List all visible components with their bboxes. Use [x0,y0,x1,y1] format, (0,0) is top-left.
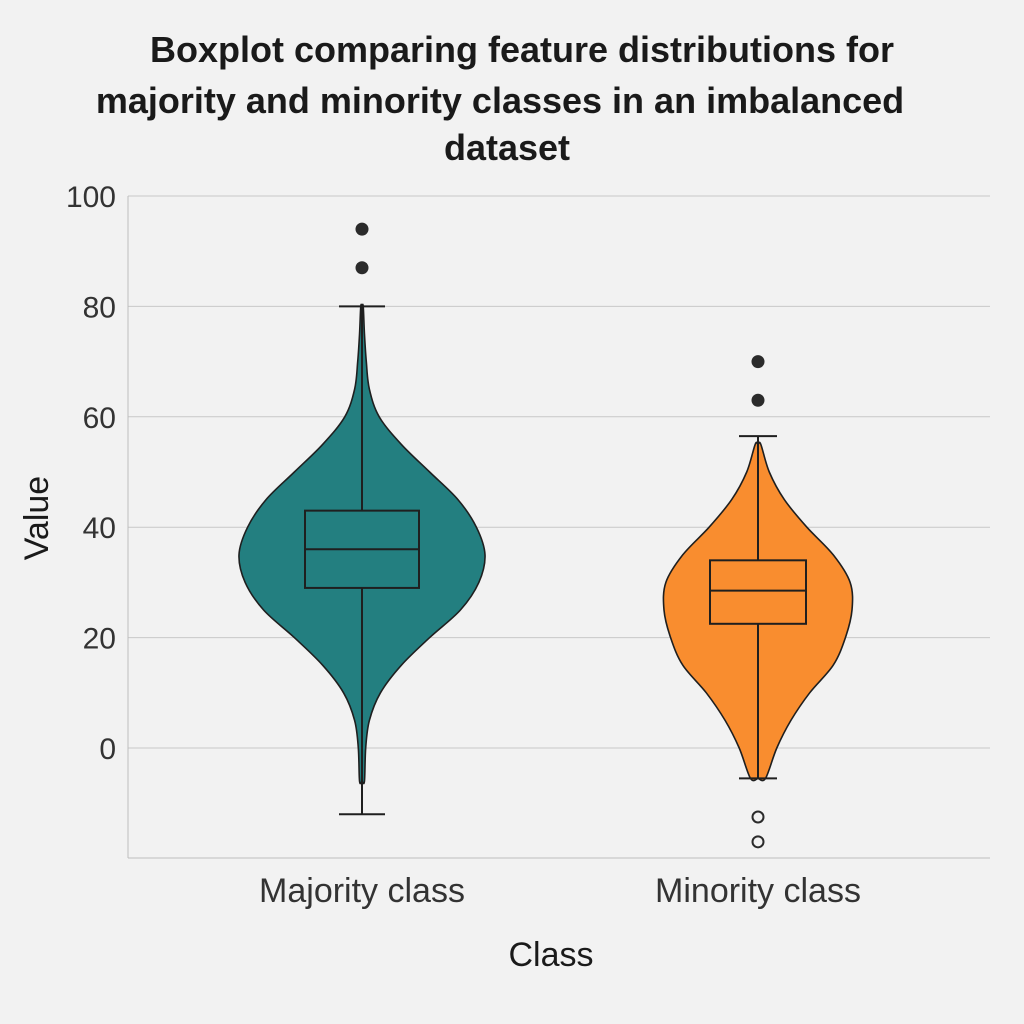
chart-title-line-2: majority and minority classes in an imba… [96,80,904,121]
box-minority [709,559,807,625]
y-tick-label-40: 40 [83,512,116,545]
boxplots [304,305,807,816]
y-tick-label-20: 20 [83,623,116,656]
y-tick-label-60: 60 [83,402,116,435]
y-tick-label-80: 80 [83,291,116,324]
outlier-majority-1 [355,261,369,275]
y-tick-labels: 0 20 40 60 80 100 [66,181,116,766]
axes [127,196,990,859]
outlier-hollow-minority-0 [751,810,765,824]
outlier-minority-0 [751,355,765,369]
x-axis-label: Class [508,936,593,974]
grid-lines [128,195,990,749]
outlier-hollow-minority-1 [751,835,765,849]
chart-title-line-1: Boxplot comparing feature distributions … [150,29,894,70]
x-tick-label-minority: Minority class [655,872,861,910]
outliers [355,222,765,849]
chart-title: Boxplot comparing feature distributions … [96,29,904,168]
x-category-labels: Majority class Minority class [259,872,861,910]
x-tick-label-majority: Majority class [259,872,465,910]
y-axis-label: Value [18,476,56,560]
outlier-majority-0 [355,222,369,236]
chart-title-line-3: dataset [444,127,570,168]
y-tick-label-0: 0 [99,733,116,766]
outlier-minority-1 [751,393,765,407]
y-tick-label-100: 100 [66,181,116,214]
violins [238,303,854,785]
